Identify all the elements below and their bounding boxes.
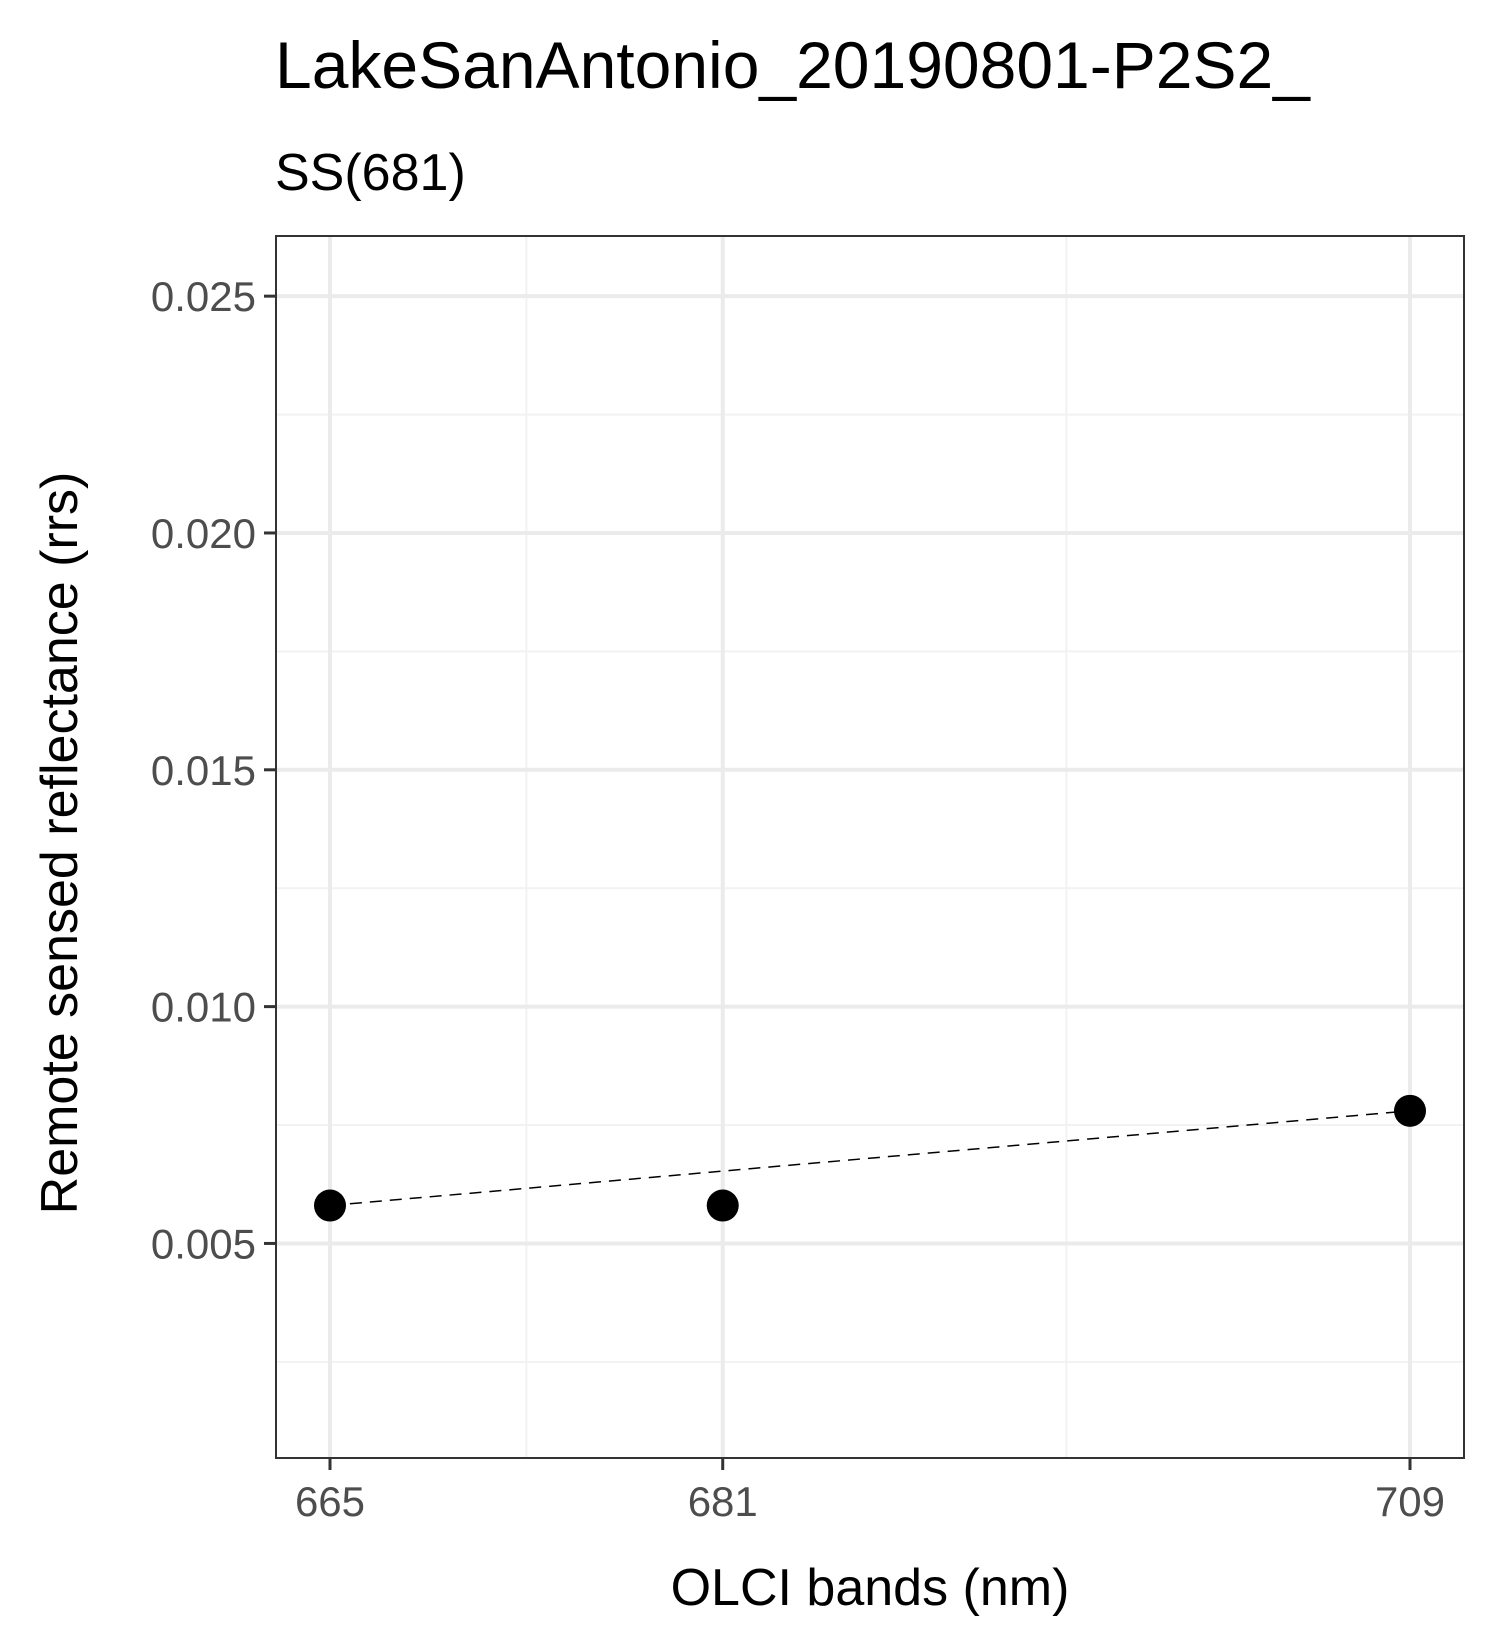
baseline-dashed-line xyxy=(329,1110,1411,1207)
data-points xyxy=(314,1094,1426,1222)
y-tick-label: 0.005 xyxy=(151,1220,256,1267)
y-tick-label: 0.025 xyxy=(151,273,256,320)
grid xyxy=(276,236,1464,1458)
x-tick-label: 681 xyxy=(688,1478,758,1525)
y-axis-title: Remote sensed reflectance (rrs) xyxy=(31,472,89,1215)
plot-panel-border xyxy=(275,235,1465,1459)
chart-title: LakeSanAntonio_20190801-P2S2_ xyxy=(275,28,1311,102)
data-point xyxy=(1394,1094,1426,1127)
y-tick-label: 0.020 xyxy=(151,510,256,557)
x-tick-label: 709 xyxy=(1375,1478,1445,1525)
y-axis-ticks: 0.005 0.010 0.015 0.020 0.025 xyxy=(151,273,276,1267)
x-axis-title: OLCI bands (nm) xyxy=(671,1559,1070,1617)
x-tick-label: 665 xyxy=(295,1478,365,1525)
data-point xyxy=(314,1189,346,1222)
baseline-layer xyxy=(329,1110,1411,1207)
data-point xyxy=(706,1189,739,1222)
chart-subtitle: SS(681) xyxy=(275,144,466,202)
y-tick-label: 0.015 xyxy=(151,747,256,794)
x-axis-ticks: 665 681 709 xyxy=(295,1458,1445,1525)
y-tick-label: 0.010 xyxy=(151,984,256,1031)
